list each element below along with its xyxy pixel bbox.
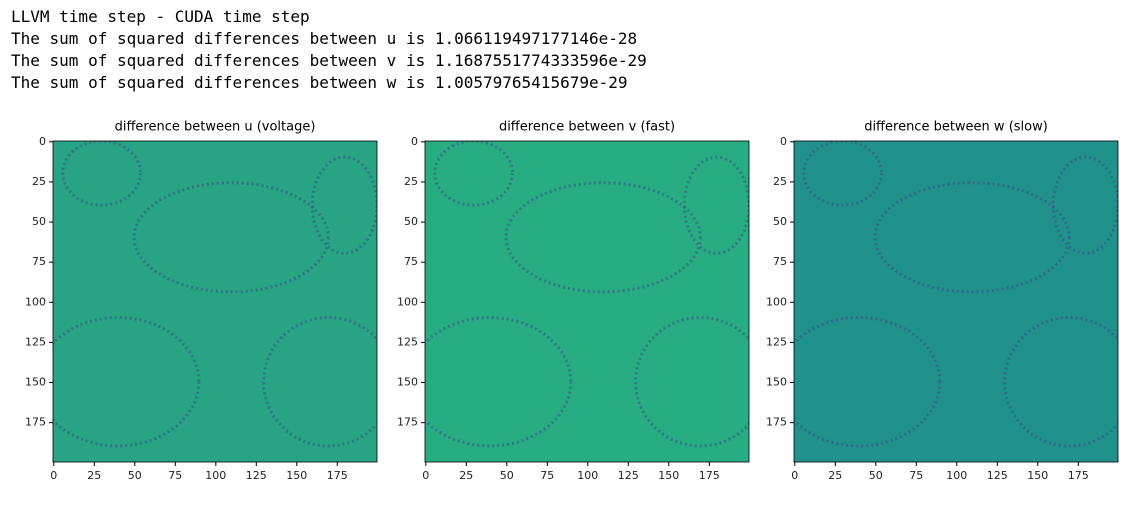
x-tick-label: 175: [699, 469, 720, 482]
x-tick-label: 25: [828, 469, 842, 482]
x-tick-label: 175: [1068, 469, 1089, 482]
y-tick-label: 50: [32, 215, 46, 228]
plot-title: difference between w (slow): [864, 120, 1048, 135]
x-tick-label: 0: [791, 469, 798, 482]
texture-blob: [262, 316, 377, 448]
x-tick-label: 150: [658, 469, 679, 482]
plot-title: difference between u (voltage): [115, 120, 316, 135]
x-tick-label: 75: [540, 469, 554, 482]
x-tick-label: 50: [869, 469, 883, 482]
texture-blob: [873, 181, 1071, 294]
x-tick-label: 0: [50, 469, 57, 482]
image: [794, 141, 1118, 462]
image: [425, 141, 749, 462]
y-tick-label: 125: [25, 335, 46, 348]
texture-blob: [61, 141, 142, 207]
texture-blob: [53, 316, 201, 448]
output-line: The sum of squared differences between u…: [11, 29, 638, 48]
texture-blob: [132, 181, 330, 294]
x-tick-label: 50: [500, 469, 514, 482]
x-tick-label: 25: [459, 469, 473, 482]
output-line: The sum of squared differences between w…: [11, 73, 628, 92]
texture-blob: [802, 141, 883, 207]
y-tick-label: 50: [404, 215, 418, 228]
output-line: LLVM time step - CUDA time step: [11, 7, 310, 26]
texture-blob: [634, 316, 749, 448]
texture-blob: [433, 141, 514, 207]
axes-frame: [793, 140, 1119, 463]
plot-title: difference between v (fast): [499, 120, 675, 135]
texture-blob: [794, 316, 942, 448]
x-tick-label: 75: [909, 469, 923, 482]
x-tick-label: 25: [87, 469, 101, 482]
y-tick-label: 175: [397, 416, 418, 429]
y-tick-label: 0: [780, 135, 787, 148]
y-tick-label: 175: [25, 416, 46, 429]
y-tick-label: 100: [766, 295, 787, 308]
y-tick-label: 0: [411, 135, 418, 148]
image: [53, 141, 377, 462]
y-tick-label: 0: [39, 135, 46, 148]
y-tick-label: 75: [404, 255, 418, 268]
x-tick-label: 100: [205, 469, 226, 482]
texture-blob: [504, 181, 702, 294]
texture-blob: [425, 316, 573, 448]
x-tick-label: 75: [168, 469, 182, 482]
x-tick-label: 100: [577, 469, 598, 482]
y-tick-label: 100: [397, 295, 418, 308]
output-line: The sum of squared differences between v…: [11, 51, 647, 70]
y-tick-label: 25: [773, 175, 787, 188]
text-output: LLVM time step - CUDA time step The sum …: [11, 6, 647, 94]
y-tick-label: 75: [773, 255, 787, 268]
y-tick-label: 125: [397, 335, 418, 348]
y-tick-label: 50: [773, 215, 787, 228]
axes-frame: [424, 140, 750, 463]
x-tick-label: 50: [128, 469, 142, 482]
x-tick-label: 150: [286, 469, 307, 482]
axes-frame: [52, 140, 378, 463]
y-tick-label: 25: [32, 175, 46, 188]
y-tick-label: 125: [766, 335, 787, 348]
x-tick-label: 100: [946, 469, 967, 482]
y-tick-label: 25: [404, 175, 418, 188]
x-tick-label: 150: [1027, 469, 1048, 482]
y-tick-label: 100: [25, 295, 46, 308]
y-tick-label: 150: [766, 376, 787, 389]
texture-blob: [1003, 316, 1118, 448]
x-tick-label: 0: [422, 469, 429, 482]
y-tick-label: 150: [397, 376, 418, 389]
y-tick-label: 150: [25, 376, 46, 389]
x-tick-label: 125: [246, 469, 267, 482]
texture-blob: [310, 155, 377, 255]
y-tick-label: 175: [766, 416, 787, 429]
image-texture: [53, 141, 377, 448]
x-tick-label: 125: [618, 469, 639, 482]
x-tick-label: 175: [327, 469, 348, 482]
x-tick-label: 125: [987, 469, 1008, 482]
y-tick-label: 75: [32, 255, 46, 268]
